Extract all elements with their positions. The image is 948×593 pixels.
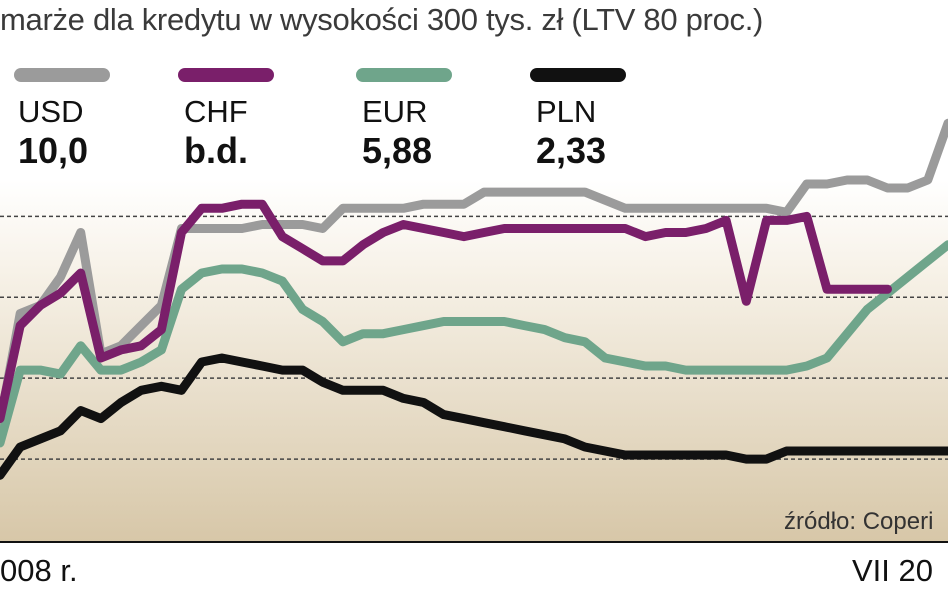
series-line-usd [0,118,948,428]
legend-name-usd: USD [18,94,84,129]
legend-swatch-eur [356,68,452,82]
legend-value-usd: 10,0 [18,130,89,171]
legend-value-chf: b.d. [184,130,248,171]
x-tick-label-end: VII 20 [852,553,933,588]
legend-value-pln: 2,33 [536,130,607,171]
legend-swatch-pln [530,68,626,82]
x-tick-label-start: 008 r. [0,553,78,588]
legend-swatch-chf [178,68,274,82]
legend-name-pln: PLN [536,94,597,129]
series-line-chf [0,199,892,424]
series-layer [0,118,948,480]
plot-background [0,180,948,542]
series-line-pln [0,353,948,480]
legend-name-eur: EUR [362,94,428,129]
legend-value-eur: 5,88 [362,130,433,171]
series-line-eur [0,240,948,448]
chart-subtitle: marże dla kredytu w wysokości 300 tys. z… [0,2,764,37]
source-note: źródło: Coperi [784,508,934,535]
legend-swatch-usd [14,68,110,82]
legend-name-chf: CHF [184,94,248,129]
